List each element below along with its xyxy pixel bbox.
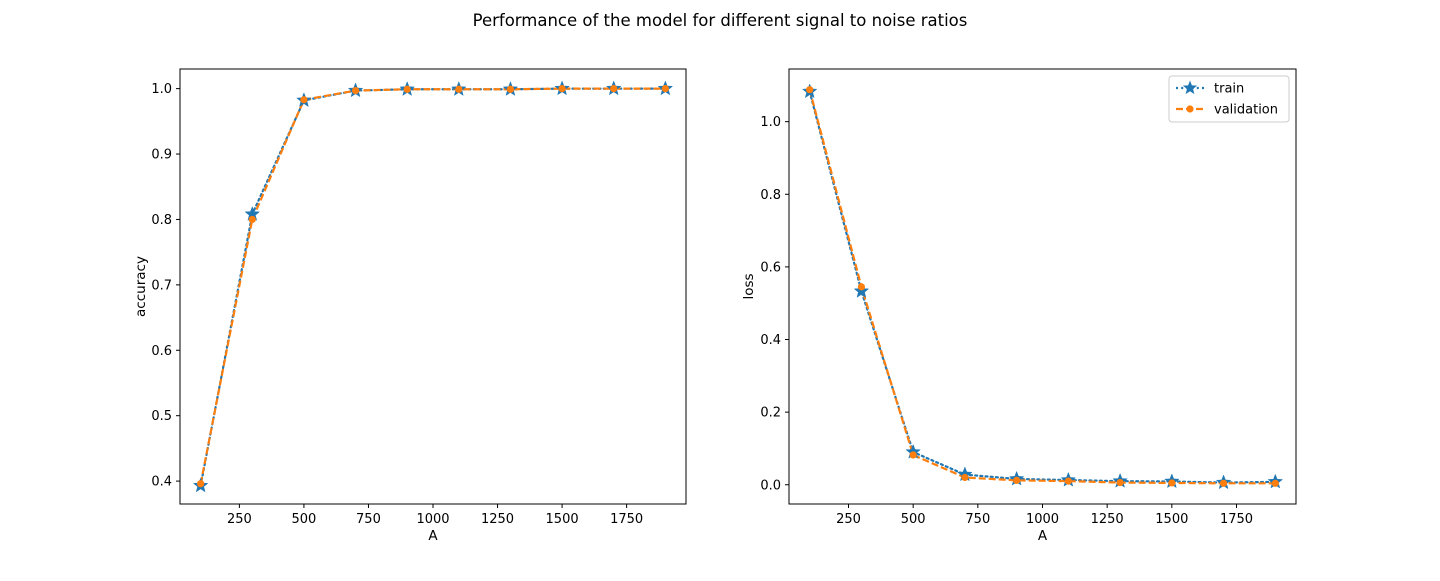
data-point-validation	[857, 283, 866, 291]
x-tick-label: 250	[227, 512, 252, 527]
legend-marker-train	[1182, 80, 1198, 95]
data-point-validation	[558, 85, 566, 93]
data-point-validation	[1168, 479, 1176, 487]
y-tick-label: 1.0	[760, 115, 781, 130]
data-point-validation	[300, 96, 308, 104]
data-point-validation	[403, 85, 411, 93]
y-tick-label: 0.7	[151, 278, 172, 293]
y-tick-label: 0.8	[760, 188, 781, 203]
x-tick-label: 1500	[546, 512, 579, 527]
legend: train validation	[1168, 75, 1290, 123]
y-tick-label: 0.5	[151, 409, 172, 424]
data-point-validation	[1064, 477, 1072, 485]
data-point-validation	[1219, 479, 1228, 487]
data-point-validation	[197, 480, 205, 488]
data-point-validation	[455, 85, 463, 93]
legend-marker-validation	[1186, 105, 1194, 113]
x-tick-label: 250	[836, 512, 861, 527]
y-tick-label: 0.9	[151, 148, 172, 163]
data-point-validation	[351, 86, 360, 95]
y-tick-label: 0.2	[760, 406, 781, 421]
y-tick-label: 0.4	[760, 333, 781, 348]
x-tick-label: 1000	[1026, 512, 1059, 527]
loss-subplot: 250 500 750 1000 1250 1500 1750 0.0 0.2 0.4 0.6 0.8…	[741, 68, 1297, 544]
data-point-validation	[961, 473, 969, 482]
series-line-validation	[199, 87, 666, 484]
x-tick-label: 500	[292, 512, 317, 527]
data-point-validation	[1116, 478, 1124, 487]
data-point-validation	[806, 86, 814, 94]
legend-label-train: train	[1214, 82, 1244, 97]
y-tick-label: 0.6	[760, 260, 781, 275]
data-point-train	[853, 283, 870, 298]
data-point-validation	[1271, 479, 1279, 487]
x-tick-label: 1750	[610, 512, 643, 527]
axes-frame	[179, 68, 687, 505]
series-line-train	[808, 90, 1277, 484]
x-tick-label: 1750	[1220, 512, 1253, 527]
data-point-validation	[610, 85, 618, 93]
x-tick-label: 1250	[481, 512, 514, 527]
data-point-validation	[909, 451, 917, 459]
data-point-validation	[661, 85, 669, 93]
x-tick-label: 1250	[1091, 512, 1124, 527]
data-point-validation	[506, 85, 515, 93]
x-tick-label: 500	[901, 512, 926, 527]
data-point-validation	[1013, 476, 1021, 484]
y-tick-label: 1.0	[151, 82, 172, 97]
x-axis-label: A	[428, 528, 438, 544]
accuracy-subplot: 250 500 750 1000 1250 1500 1750 0.4 0.5 0.6 0.7 0.8…	[133, 68, 687, 544]
figure-suptitle: Performance of the model for different s…	[473, 11, 968, 30]
y-tick-label: 0.8	[151, 213, 172, 228]
series-line-train	[199, 87, 667, 487]
x-tick-label: 1000	[416, 512, 449, 527]
legend-box	[1168, 75, 1290, 123]
legend-label-validation: validation	[1214, 103, 1278, 118]
x-tick-label: 750	[356, 512, 381, 527]
x-tick-label: 750	[965, 512, 990, 527]
x-tick-label: 1500	[1155, 512, 1188, 527]
y-axis-label: loss	[741, 273, 757, 299]
y-tick-label: 0.6	[151, 344, 172, 359]
data-point-validation	[248, 215, 256, 224]
x-axis-label: A	[1038, 528, 1048, 544]
y-axis-label: accuracy	[133, 256, 149, 317]
axes-frame	[788, 68, 1297, 505]
y-tick-label: 0.4	[151, 475, 172, 490]
y-tick-label: 0.0	[760, 478, 781, 493]
series-line-validation	[808, 89, 1276, 485]
